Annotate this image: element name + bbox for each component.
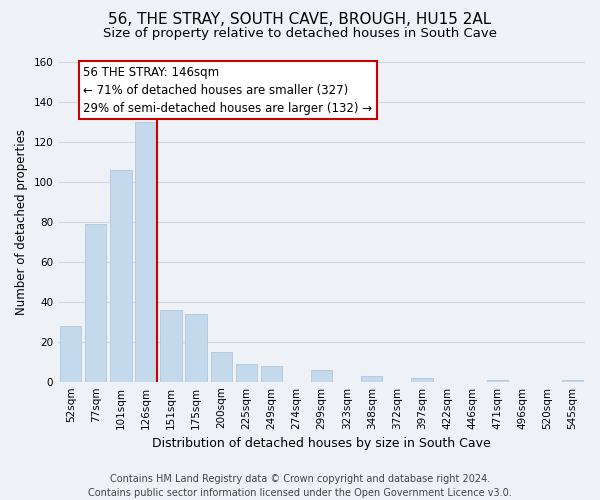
Bar [361, 376, 382, 382]
Bar [160, 310, 182, 382]
Bar [110, 170, 131, 382]
Text: 56 THE STRAY: 146sqm
← 71% of detached houses are smaller (327)
29% of semi-deta: 56 THE STRAY: 146sqm ← 71% of detached h… [83, 66, 373, 114]
Bar [136, 122, 157, 382]
Bar [261, 366, 282, 382]
Bar [85, 224, 106, 382]
Bar [236, 364, 257, 382]
Text: 56, THE STRAY, SOUTH CAVE, BROUGH, HU15 2AL: 56, THE STRAY, SOUTH CAVE, BROUGH, HU15 … [109, 12, 491, 28]
Text: Size of property relative to detached houses in South Cave: Size of property relative to detached ho… [103, 28, 497, 40]
Y-axis label: Number of detached properties: Number of detached properties [15, 128, 28, 314]
Bar [411, 378, 433, 382]
Bar [562, 380, 583, 382]
Bar [311, 370, 332, 382]
Bar [487, 380, 508, 382]
Text: Contains HM Land Registry data © Crown copyright and database right 2024.
Contai: Contains HM Land Registry data © Crown c… [88, 474, 512, 498]
X-axis label: Distribution of detached houses by size in South Cave: Distribution of detached houses by size … [152, 437, 491, 450]
Bar [211, 352, 232, 382]
Bar [60, 326, 82, 382]
Bar [185, 314, 207, 382]
